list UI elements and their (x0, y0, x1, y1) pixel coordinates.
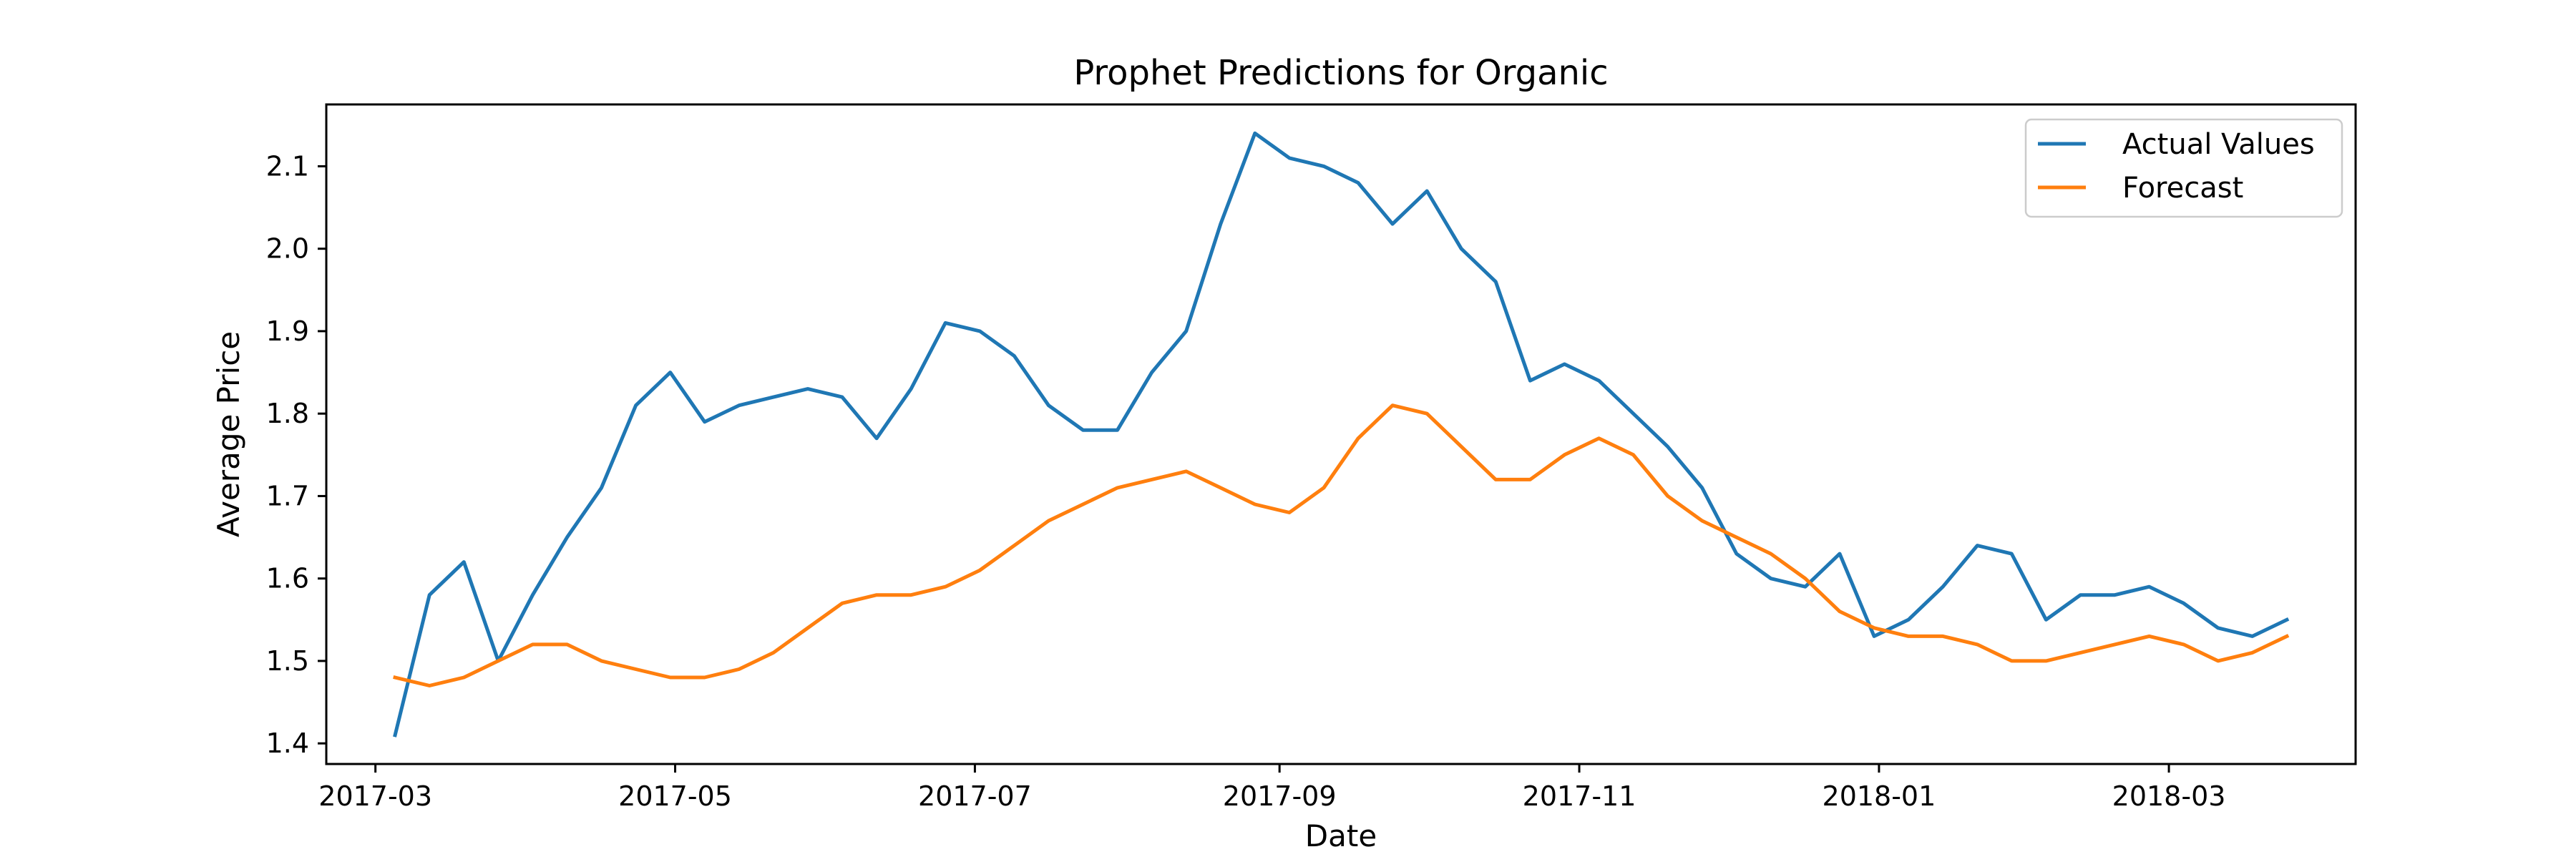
x-tick-label: 2017-07 (918, 780, 1032, 812)
forecast-line (393, 403, 2290, 687)
series-layer (393, 131, 2290, 738)
chart-title: Prophet Predictions for Organic (1073, 53, 1608, 93)
legend-label-actual: Actual Values (2122, 128, 2315, 161)
plot-frame (325, 103, 2357, 765)
x-tick-label: 2017-09 (1223, 780, 1337, 812)
y-tick-label: 1.4 (266, 728, 309, 759)
y-axis-label: Average Price (211, 331, 246, 537)
plot-area (326, 104, 2356, 764)
actual-values-line (393, 131, 2290, 738)
y-axis: 1.4 1.5 1.6 1.7 1.8 1.9 2.0 2.1 (266, 150, 326, 759)
x-tick-label: 2017-03 (318, 780, 432, 812)
y-tick-label: 2.0 (266, 233, 309, 265)
x-tick-label: 2017-11 (1523, 780, 1636, 812)
y-tick-label: 1.5 (266, 645, 309, 677)
legend-box (2024, 118, 2343, 218)
y-tick-label: 1.9 (266, 315, 309, 347)
x-tick-label: 2018-01 (1823, 780, 1936, 812)
x-tick-label: 2018-03 (2112, 780, 2226, 812)
legend: Actual Values Forecast (2024, 118, 2343, 218)
x-axis: 2017-03 2017-05 2017-07 2017-09 2017-11 2018-… (318, 764, 2225, 812)
x-axis-label: Date (1305, 818, 1377, 853)
y-tick-label: 1.7 (266, 480, 309, 511)
legend-label-forecast: Forecast (2122, 172, 2243, 205)
y-tick-label: 2.1 (266, 150, 309, 182)
y-tick-label: 1.8 (266, 398, 309, 429)
y-tick-label: 1.6 (266, 563, 309, 594)
x-tick-label: 2017-05 (618, 780, 732, 812)
